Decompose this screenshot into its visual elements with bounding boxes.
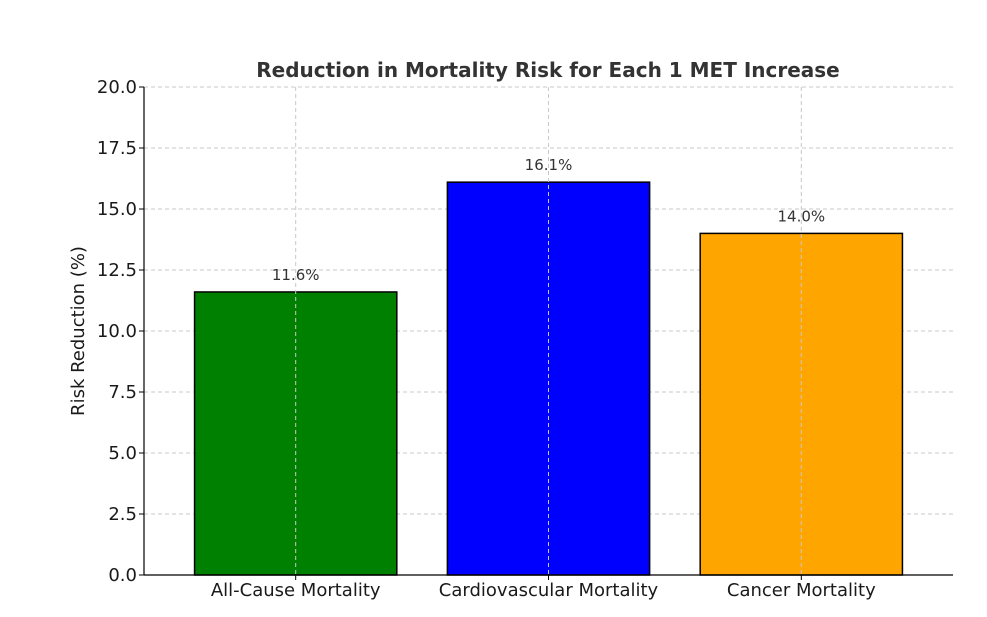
x-tick-label: Cancer Mortality [727, 580, 876, 601]
y-tick-label: 0.0 [108, 565, 137, 586]
y-tick-label: 10.0 [97, 321, 137, 342]
y-tick-label: 7.5 [108, 382, 137, 403]
y-axis-ticks: 0.0 2.5 5.0 7.5 10.0 12.5 15.0 17.5 20.0 [97, 77, 144, 586]
x-tick-label: Cardiovascular Mortality [439, 580, 659, 601]
bar-value-label: 14.0% [777, 207, 825, 225]
bar-value-label: 11.6% [272, 266, 320, 284]
y-tick-label: 2.5 [108, 504, 137, 525]
y-tick-label: 5.0 [108, 443, 137, 464]
data-labels: 11.6% 16.1% 14.0% [272, 87, 825, 575]
x-tick-label: All-Cause Mortality [211, 580, 381, 601]
y-tick-label: 15.0 [97, 199, 137, 220]
x-axis-ticks: All-Cause Mortality Cardiovascular Mortal… [211, 575, 876, 601]
bar-value-label: 16.1% [525, 156, 573, 174]
y-tick-label: 12.5 [97, 260, 137, 281]
y-tick-label: 20.0 [97, 77, 137, 98]
y-axis-label: Risk Reduction (%) [68, 246, 89, 416]
y-tick-label: 17.5 [97, 138, 137, 159]
bars [193, 181, 904, 576]
chart-title: Reduction in Mortality Risk for Each 1 M… [256, 58, 840, 82]
